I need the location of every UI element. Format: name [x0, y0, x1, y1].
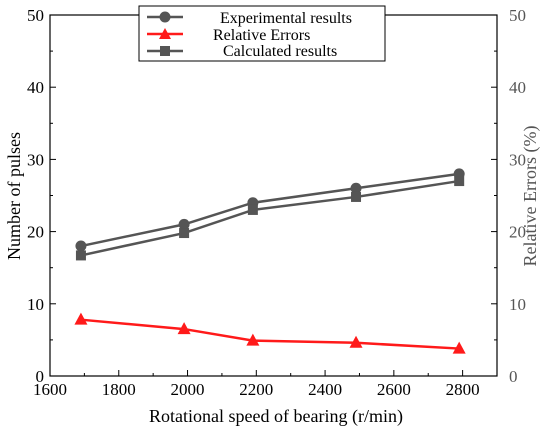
point-relative-errors: [74, 312, 88, 325]
right-tick-label: 20: [509, 223, 526, 242]
point-calculated-results: [454, 176, 465, 187]
legend-label-relative-errors: Relative Errors: [213, 27, 310, 44]
right-axis-ticks: 0 10 20 30 40 50: [491, 6, 526, 386]
left-tick-label: 20: [27, 223, 44, 242]
left-tick-label: 30: [27, 150, 44, 169]
x-tick-label: 2800: [446, 380, 480, 399]
x-tick-label: 1600: [33, 380, 67, 399]
legend-item-calculated: Calculated results: [147, 43, 337, 60]
right-tick-label: 40: [509, 78, 526, 97]
legend-label-calculated: Calculated results: [223, 43, 337, 60]
series-line-relative-errors: [80, 318, 460, 350]
point-calculated-results: [351, 191, 362, 202]
series-line-experimental-results: [80, 172, 460, 248]
point-experimental-results: [178, 218, 190, 230]
point-relative-errors: [349, 335, 363, 348]
left-axis-ticks: 0 10 20 30 40 50: [27, 6, 56, 386]
right-tick-label: 30: [509, 150, 526, 169]
left-tick-label: 40: [27, 78, 44, 97]
legend-square-marker: [160, 46, 170, 56]
x-axis-ticks: 1600 1800 2000 2200 2400 2600 2800: [33, 370, 480, 399]
left-tick-label: 50: [27, 6, 44, 25]
x-tick-label: 2600: [377, 380, 411, 399]
point-calculated-results: [75, 250, 86, 261]
legend-label-experimental: Experimental results: [220, 10, 352, 27]
right-tick-label: 50: [509, 6, 526, 25]
x-axis-title: Rotational speed of bearing (r/min): [149, 406, 403, 427]
left-tick-label: 10: [27, 295, 44, 314]
point-experimental-results: [350, 182, 362, 194]
right-axis-title: Relative Errors (%): [520, 126, 541, 267]
series-layer: [74, 168, 466, 354]
right-tick-label: 10: [509, 295, 526, 314]
legend-item-experimental: Experimental results: [147, 10, 352, 27]
point-relative-errors: [177, 322, 191, 335]
left-axis-title: Number of pulses: [4, 132, 24, 260]
x-tick-label: 1800: [102, 380, 136, 399]
x-tick-label: 2400: [308, 380, 342, 399]
x-tick-label: 2000: [171, 380, 205, 399]
x-tick-label: 2200: [239, 380, 273, 399]
series-line-calculated-results: [80, 179, 460, 257]
legend-triangle-marker: [159, 28, 171, 39]
legend-circle-marker: [159, 11, 171, 23]
legend: Experimental results Relative Errors Cal…: [138, 5, 386, 62]
point-calculated-results: [179, 228, 190, 239]
legend-item-relative-errors: Relative Errors: [147, 27, 310, 44]
point-relative-errors: [246, 333, 260, 346]
right-tick-label: 0: [509, 367, 518, 386]
left-tick-label: 0: [36, 367, 45, 386]
point-experimental-results: [75, 240, 87, 252]
point-calculated-results: [247, 204, 258, 215]
point-relative-errors: [452, 341, 466, 354]
